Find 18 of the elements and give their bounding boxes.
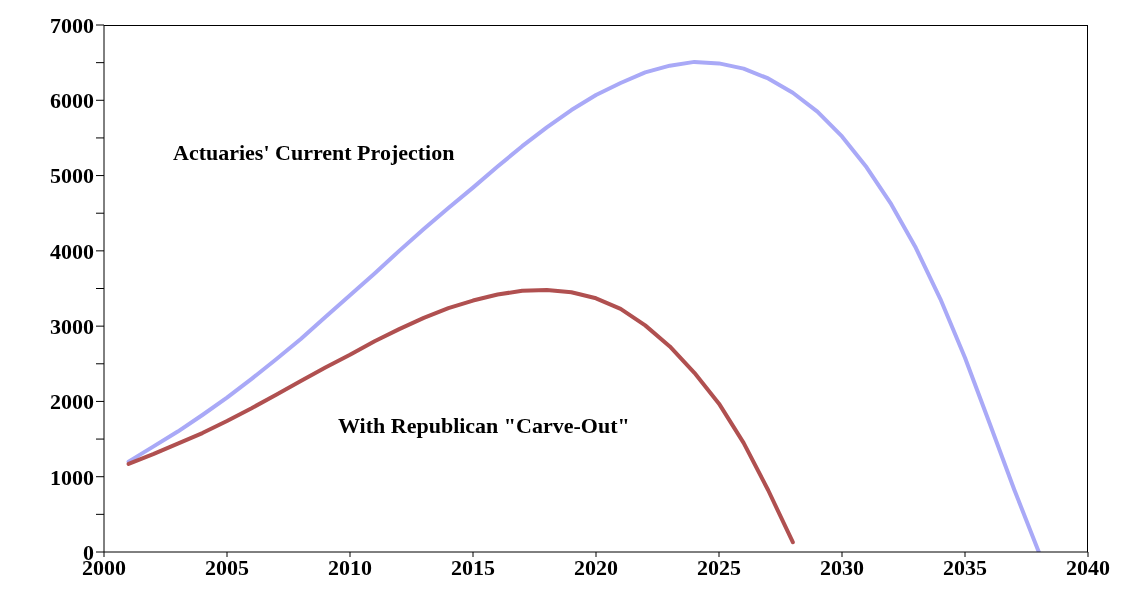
y-tick-label: 5000 xyxy=(50,163,94,189)
x-tick-label: 2005 xyxy=(205,554,249,580)
y-tick-label: 3000 xyxy=(50,313,94,339)
x-tick-label: 2030 xyxy=(820,554,864,580)
y-tick-label: 1000 xyxy=(50,464,94,490)
series-label: Actuaries' Current Projection xyxy=(173,140,455,166)
y-tick-label: 7000 xyxy=(50,12,94,38)
text: With Republican "Carve-Out" xyxy=(338,413,630,439)
x-tick-label: 2020 xyxy=(574,554,618,580)
x-tick-label: 2040 xyxy=(1066,554,1110,580)
line-series xyxy=(126,288,795,545)
y-tick-label: 2000 xyxy=(50,389,94,415)
x-tick-label: 2010 xyxy=(328,554,372,580)
y-tick-label: 4000 xyxy=(50,238,94,264)
x-tick-label: 2025 xyxy=(697,554,741,580)
x-tick-label: 2015 xyxy=(451,554,495,580)
x-tick-label: 2035 xyxy=(943,554,987,580)
y-tick-label: 6000 xyxy=(50,88,94,114)
